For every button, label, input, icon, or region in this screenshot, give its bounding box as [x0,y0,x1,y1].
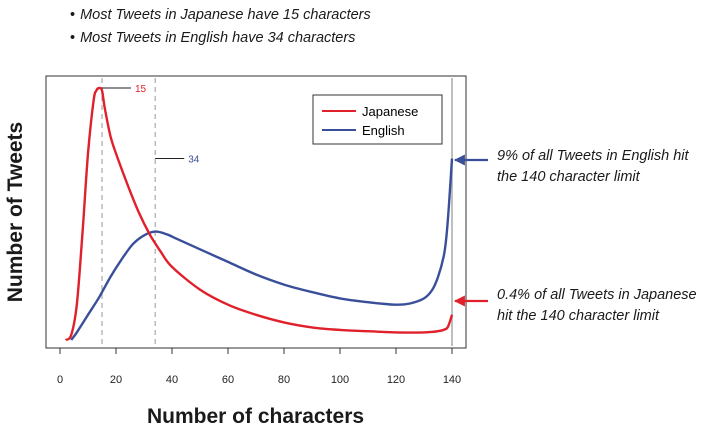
note-english-peak: • Most Tweets in English have 34 characte… [70,30,356,46]
x-tick-label: 80 [278,374,290,386]
peak-label-japanese: 15 [135,84,147,95]
note-japanese-peak: • Most Tweets in Japanese have 15 charact… [70,7,371,23]
x-tick-label: 60 [222,374,234,386]
x-tick-label: 120 [387,374,405,386]
peak-label-english: 34 [188,155,200,166]
x-tick-label: 100 [331,374,349,386]
legend-label-english: English [362,123,405,138]
x-axis-title: Number of characters [147,405,365,428]
english-limit-annotation: 9% of all Tweets in English hit the 140 … [497,148,689,185]
legend-box [312,94,443,145]
x-tick-label: 20 [110,374,122,386]
x-tick-label: 0 [57,374,63,386]
japanese-limit-annotation: 0.4% of all Tweets in Japanese hit the 1… [497,287,697,324]
legend-label-japanese: Japanese [362,104,418,119]
legend: Japanese English [312,94,443,145]
series-line-english [70,158,454,341]
x-tick-label: 140 [443,374,461,386]
series-line-japanese [64,86,454,342]
plot-frame [45,75,467,349]
x-axis-ticks: 0 20 40 60 80 100 120 140 [57,348,461,386]
x-tick-label: 40 [166,374,178,386]
